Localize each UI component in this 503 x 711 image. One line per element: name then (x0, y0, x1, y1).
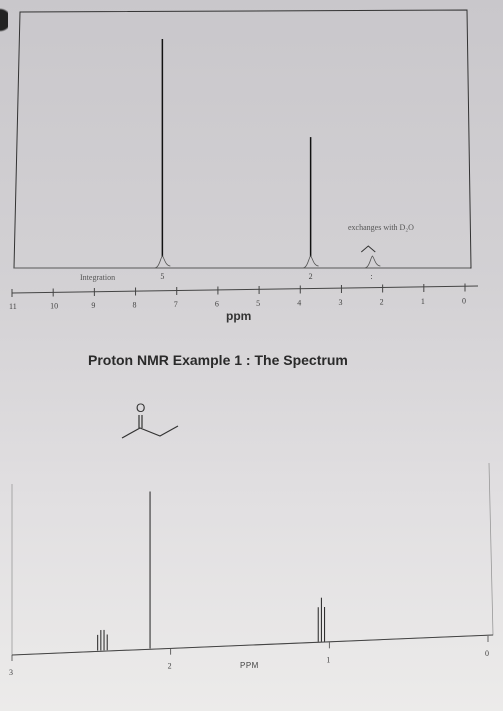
top-peaks (161, 39, 376, 257)
bottom-x-ticks: 3 2 1 0 (9, 636, 489, 677)
molecule-structure (121, 415, 179, 439)
top-integration-value: 2 (309, 272, 313, 281)
page-edge-shadow (0, 0, 8, 40)
bottom-tick-label: 2 (168, 662, 172, 671)
bottom-tick-label: 3 (9, 668, 13, 677)
top-integration-step (154, 255, 171, 269)
top-tick-label: 6 (215, 300, 219, 309)
exchange-annotation: exchanges with D₂O (348, 223, 414, 232)
top-integration-value: : (370, 272, 372, 281)
top-spectrum-frame (13, 9, 472, 269)
top-x-axis-label: ppm (226, 309, 252, 323)
top-tick-label: 8 (133, 301, 137, 310)
top-tick-label: 7 (174, 300, 178, 309)
top-integration-value: 5 (160, 272, 164, 281)
figure-title: Proton NMR Example 1 : The Spectrum (88, 352, 348, 368)
top-tick-label: 11 (9, 302, 17, 311)
top-tick-label: 0 (462, 297, 466, 306)
top-peak (360, 245, 376, 253)
bottom-x-axis-label: PPM (240, 661, 259, 670)
top-tick-label: 1 (421, 297, 425, 306)
top-integration-step (302, 255, 319, 269)
top-tick-label: 3 (338, 298, 342, 307)
integration-label: Integration (80, 273, 116, 282)
top-tick-label: 9 (91, 301, 95, 310)
bottom-tick-label: 1 (326, 655, 330, 664)
bottom-peaks (97, 491, 326, 651)
molecule-oxygen-label: O (136, 401, 146, 415)
top-tick-label: 4 (297, 299, 301, 308)
top-x-axis (11, 285, 479, 294)
bottom-tick-label: 0 (485, 649, 489, 658)
top-integrals: 5 2: (154, 255, 381, 281)
top-x-ticks: 11 10 9 8 7 6 5 4 3 2 1 0 (9, 283, 466, 311)
top-tick-label: 2 (380, 298, 384, 307)
bottom-spectrum-frame (11, 462, 494, 656)
top-tick-label: 10 (50, 302, 58, 311)
top-integration-step (364, 255, 381, 269)
bottom-x-axis (11, 634, 494, 656)
top-tick-label: 5 (256, 299, 260, 308)
